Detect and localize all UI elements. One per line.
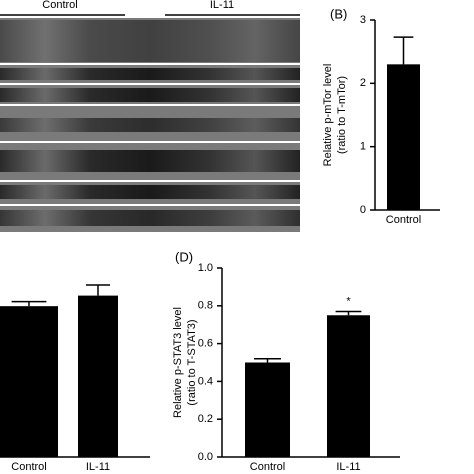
bar: [245, 362, 290, 457]
x-tick-label: Control: [250, 461, 285, 473]
y-tick-label: 2: [360, 77, 366, 89]
y-tick-label: 1.0: [198, 262, 213, 274]
panel-label: (D): [175, 249, 193, 264]
x-tick-label: IL-11: [86, 461, 110, 473]
y-axis-label: Relative p-mTor level: [322, 64, 334, 167]
x-tick-label: IL-11: [336, 461, 360, 473]
bar: [78, 295, 118, 457]
error-bar: [11, 300, 47, 307]
y-tick-label: 3: [360, 14, 366, 26]
y-tick-label: 0.6: [198, 338, 213, 350]
chart: (B) Relative p-mTor level (ratio to T-mTor…: [322, 6, 440, 226]
error-bar: [254, 357, 281, 363]
blot-label: Control: [42, 0, 77, 11]
chart: Control IL-11: [0, 284, 150, 473]
y-tick-label: 0.0: [198, 451, 213, 463]
x-tick-label: Control: [386, 214, 421, 226]
y-tick-label: 0.2: [198, 413, 213, 425]
bar: [387, 64, 420, 210]
chart: (D) Relative p-STAT3 level (ratio to T-STA…: [172, 249, 400, 473]
y-axis-label: Relative p-STAT3 level: [172, 307, 184, 418]
panel-label: (B): [330, 6, 347, 21]
y-tick-label: 0.8: [198, 300, 213, 312]
y-tick-label: 1: [360, 141, 366, 153]
blot-label: IL-11: [210, 0, 234, 11]
bar: [0, 306, 58, 457]
error-bar: [335, 310, 362, 316]
error-bar: [86, 284, 110, 296]
error-bar: [393, 36, 414, 65]
x-tick-label: Control: [11, 461, 46, 473]
bar: [327, 315, 370, 457]
significance-mark: *: [346, 295, 351, 307]
western-blot: Control IL-11: [0, 0, 300, 232]
y-tick-label: 0.4: [198, 375, 213, 387]
y-axis-label: (ratio to T-STAT3): [186, 319, 198, 405]
y-tick-label: 0: [360, 204, 366, 216]
y-axis-label: (ratio to T-mTor): [336, 76, 348, 154]
